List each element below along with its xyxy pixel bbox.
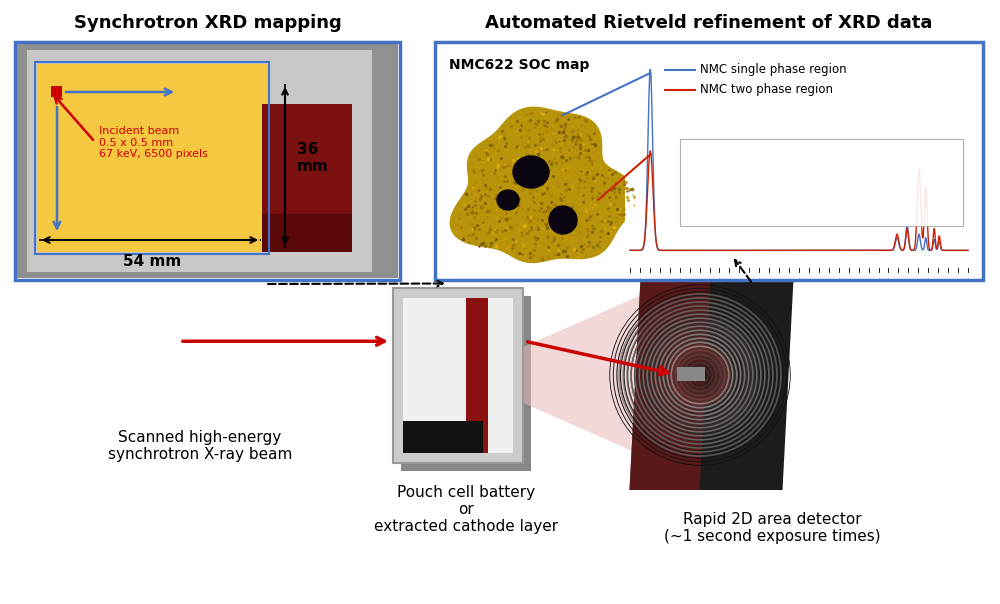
Bar	[37, 64, 267, 252]
Text: 36
mm: 36 mm	[297, 142, 329, 174]
Text: 54 mm: 54 mm	[123, 254, 181, 269]
Ellipse shape	[497, 190, 519, 210]
Bar	[262, 214, 352, 252]
Bar	[393, 288, 523, 463]
Polygon shape	[450, 108, 638, 263]
Text: Scanned high-energy
synchrotron X-ray beam: Scanned high-energy synchrotron X-ray be…	[108, 430, 292, 463]
Bar	[262, 104, 352, 214]
Text: Pouch cell battery
or
extracted cathode layer: Pouch cell battery or extracted cathode …	[374, 484, 558, 535]
Text: NMC two phase region: NMC two phase region	[700, 83, 833, 97]
Text: NMC622 SOC map: NMC622 SOC map	[449, 58, 589, 72]
Bar	[680, 139, 963, 226]
Ellipse shape	[549, 206, 577, 234]
Text: Incident beam
0.5 x 0.5 mm
67 keV, 6500 pixels: Incident beam 0.5 x 0.5 mm 67 keV, 6500 …	[99, 126, 208, 159]
Bar	[401, 295, 531, 471]
Bar	[27, 50, 372, 272]
Text: Automated Rietveld refinement of XRD data: Automated Rietveld refinement of XRD dat…	[485, 14, 933, 32]
Polygon shape	[630, 260, 794, 490]
Bar	[677, 367, 705, 381]
Bar	[17, 44, 398, 278]
Polygon shape	[473, 295, 642, 455]
Bar	[51, 86, 62, 97]
Text: NMC single phase region: NMC single phase region	[700, 63, 847, 77]
Bar	[403, 420, 483, 452]
Text: Synchrotron XRD mapping: Synchrotron XRD mapping	[74, 14, 341, 32]
Bar	[403, 298, 513, 452]
Bar	[435, 42, 983, 280]
Bar	[35, 62, 269, 254]
Polygon shape	[630, 260, 712, 490]
Ellipse shape	[513, 156, 549, 188]
Bar	[466, 298, 488, 452]
Bar	[625, 56, 973, 274]
Bar	[15, 42, 400, 280]
Text: Rapid 2D area detector
(~1 second exposure times): Rapid 2D area detector (~1 second exposu…	[664, 512, 880, 544]
